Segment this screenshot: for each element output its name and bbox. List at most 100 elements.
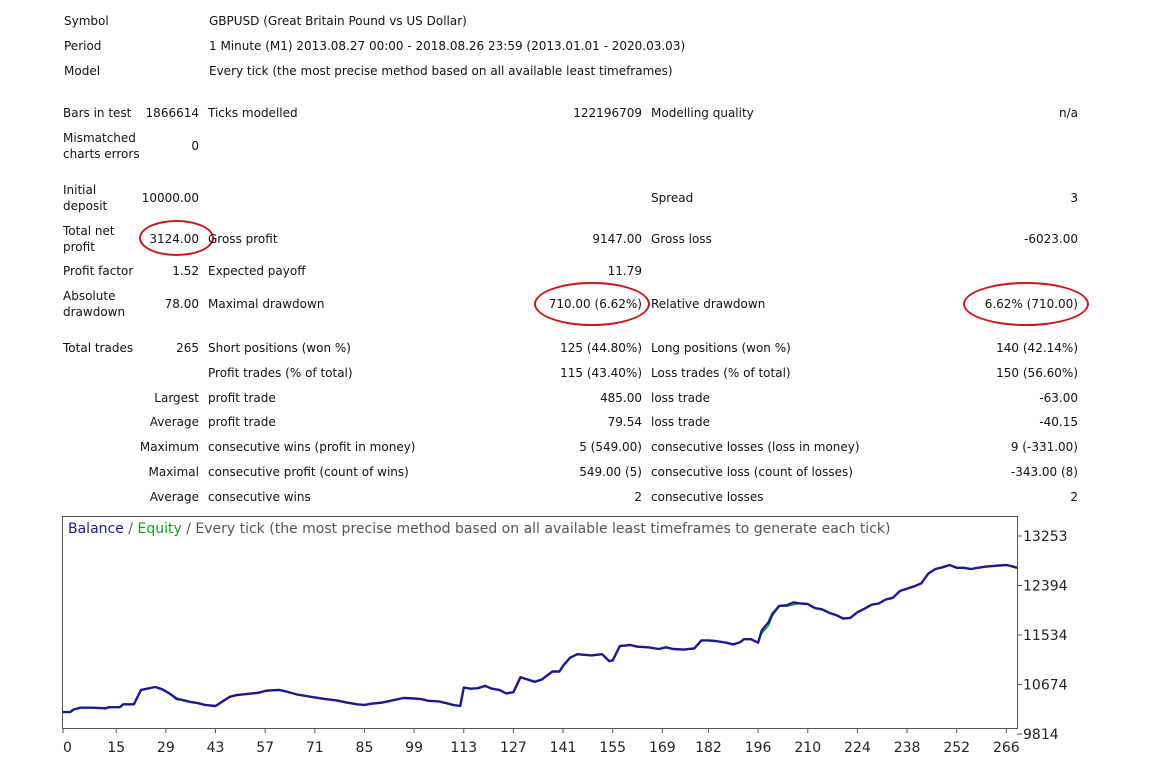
largest-label: Largest — [154, 391, 199, 405]
abs-dd-label-1: Absolute — [63, 289, 116, 303]
maximal-profit-value: 549.00 (5) — [579, 465, 642, 479]
x-tick-label-17: 238 — [894, 740, 921, 756]
max-wins-label: consecutive wins (profit in money) — [208, 440, 416, 454]
avg-losses-label: consecutive losses — [651, 490, 764, 504]
maximal-loss-label: consecutive loss (count of losses) — [651, 465, 853, 479]
mismatch-label-1: Mismatched — [63, 131, 136, 145]
x-tick-label-0: 0 — [63, 740, 72, 756]
payoff-value: 11.79 — [607, 264, 642, 278]
x-tick-label-16: 224 — [844, 740, 871, 756]
average-profit-value: 79.54 — [607, 415, 642, 429]
largest-profit-value: 485.00 — [600, 391, 642, 405]
series-line-balance — [63, 563, 1018, 714]
bars-label: Bars in test — [63, 106, 132, 120]
period-value: 1 Minute (M1) 2013.08.27 00:00 - 2018.08… — [209, 39, 686, 53]
series-layer — [63, 563, 1018, 714]
x-tick-label-2: 29 — [157, 740, 175, 756]
largest-loss-value: -63.00 — [1039, 391, 1078, 405]
total-trades-value: 265 — [176, 341, 199, 355]
net-profit-highlight-ellipse — [139, 220, 214, 256]
bars-value: 1866614 — [145, 106, 199, 120]
avg-wins-label: consecutive wins — [208, 490, 311, 504]
legend-equity: Equity — [137, 521, 182, 537]
ticks-label: Ticks modelled — [208, 106, 298, 120]
y-tick-label-2: 11534 — [1023, 628, 1068, 644]
relative-drawdown-highlight-ellipse — [963, 282, 1089, 326]
symbol-value: GBPUSD (Great Britain Pound vs US Dollar… — [209, 14, 467, 28]
x-tick-label-10: 141 — [550, 740, 577, 756]
spread-label: Spread — [651, 191, 694, 205]
avg-losses-value: 2 — [1070, 490, 1078, 504]
x-tick-label-15: 210 — [794, 740, 821, 756]
x-tick-label-6: 85 — [356, 740, 374, 756]
balance-chart-svg: 13253 12394 11534 10674 9814 0 15 29 43 57 71 85 99… — [62, 516, 1068, 756]
max-dd-label: Maximal drawdown — [208, 297, 325, 311]
x-tick-label-9: 127 — [500, 740, 527, 756]
quality-label: Modelling quality — [651, 106, 754, 120]
total-trades-label: Total trades — [63, 341, 134, 355]
long-label: Long positions (won %) — [651, 341, 791, 355]
rel-dd-label: Relative drawdown — [651, 297, 766, 311]
ticks-value: 122196709 — [573, 106, 642, 120]
maximum-label: Maximum — [139, 440, 199, 454]
x-tick-label-5: 71 — [306, 740, 324, 756]
y-axis-ticks: 13253 12394 11534 10674 9814 — [1017, 529, 1068, 743]
period-label: Period — [64, 39, 102, 53]
average2-label: Average — [149, 490, 199, 504]
gross-loss-value: -6023.00 — [1024, 232, 1078, 246]
short-label: Short positions (won %) — [208, 341, 351, 355]
avg-wins-value: 2 — [634, 490, 642, 504]
long-value: 140 (42.14%) — [996, 341, 1078, 355]
short-value: 125 (44.80%) — [560, 341, 642, 355]
y-tick-label-3: 10674 — [1023, 677, 1068, 693]
y-tick-label-1: 12394 — [1023, 578, 1068, 594]
abs-dd-value: 78.00 — [164, 297, 199, 311]
abs-dd-label-2: drawdown — [63, 305, 126, 319]
legend-description: / Every tick (the most precise method ba… — [181, 521, 891, 537]
net-label-1: Total net — [63, 224, 115, 238]
max-wins-value: 5 (549.00) — [579, 440, 642, 454]
average-loss-label: loss trade — [651, 415, 710, 429]
x-tick-label-18: 252 — [943, 740, 970, 756]
spread-value: 3 — [1070, 191, 1078, 205]
model-label: Model — [64, 64, 101, 78]
mismatch-label-2: charts errors — [63, 147, 140, 161]
x-tick-label-13: 182 — [695, 740, 722, 756]
symbol-label: Symbol — [64, 14, 109, 28]
initial-label-1: Initial — [63, 183, 97, 197]
largest-profit-label: profit trade — [208, 391, 276, 405]
maximal-label: Maximal — [148, 465, 199, 479]
x-tick-label-1: 15 — [107, 740, 125, 756]
gross-profit-label: Gross profit — [208, 232, 278, 246]
y-tick-label-0: 13253 — [1023, 529, 1068, 545]
max-drawdown-highlight-ellipse — [534, 282, 650, 326]
x-tick-label-4: 57 — [256, 740, 274, 756]
gross-profit-value: 9147.00 — [592, 232, 642, 246]
x-tick-label-7: 99 — [405, 740, 423, 756]
payoff-label: Expected payoff — [208, 264, 306, 278]
mismatch-value: 0 — [191, 139, 199, 153]
chart-plot-frame — [62, 516, 1018, 729]
net-label-2: profit — [63, 240, 95, 254]
y-tick-label-4: 9814 — [1023, 727, 1059, 743]
model-value: Every tick (the most precise method base… — [209, 64, 673, 78]
legend-separator: / — [123, 521, 138, 537]
loss-trades-label: Loss trades (% of total) — [651, 366, 791, 380]
average-loss-value: -40.15 — [1039, 415, 1078, 429]
x-tick-label-12: 169 — [649, 740, 676, 756]
pf-value: 1.52 — [172, 264, 199, 278]
profit-trades-label: Profit trades (% of total) — [208, 366, 353, 380]
x-tick-label-3: 43 — [207, 740, 225, 756]
max-losses-value: 9 (-331.00) — [1010, 440, 1078, 454]
pf-label: Profit factor — [63, 264, 134, 278]
average-label: Average — [149, 415, 199, 429]
average-profit-label: profit trade — [208, 415, 276, 429]
maximal-profit-label: consecutive profit (count of wins) — [208, 465, 409, 479]
quality-value: n/a — [1058, 106, 1078, 120]
loss-trades-value: 150 (56.60%) — [996, 366, 1078, 380]
maximal-loss-value: -343.00 (8) — [1010, 465, 1078, 479]
max-losses-label: consecutive losses (loss in money) — [651, 440, 860, 454]
initial-label-2: deposit — [63, 199, 108, 213]
initial-value: 10000.00 — [141, 191, 199, 205]
balance-chart: 13253 12394 11534 10674 9814 0 15 29 43 57 71 85 99… — [60, 514, 1152, 780]
